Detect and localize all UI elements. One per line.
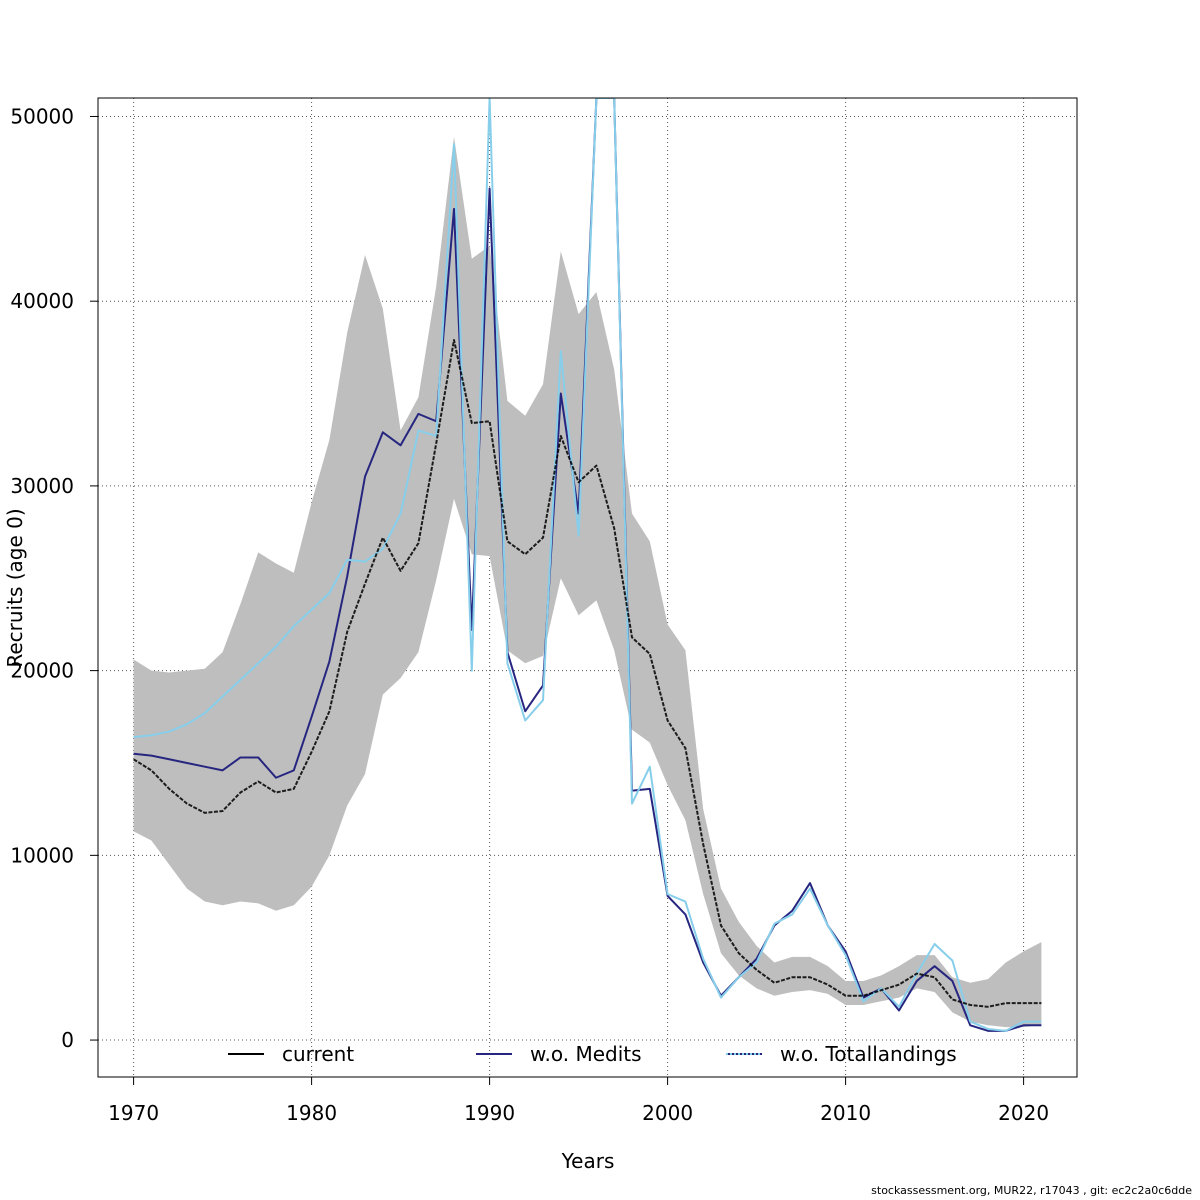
x-tick-label: 2010 bbox=[820, 1101, 871, 1125]
confidence-band bbox=[133, 136, 1042, 1028]
x-tick-label: 1970 bbox=[108, 1101, 159, 1125]
y-tick-label: 10000 bbox=[10, 843, 74, 867]
x-tick-label: 1990 bbox=[464, 1101, 515, 1125]
y-axis: 0 10000 20000 30000 40000 50000 bbox=[10, 104, 98, 1052]
footer-credit: stockassessment.org, MUR22, r17043 , git… bbox=[871, 1184, 1192, 1197]
y-tick-label: 30000 bbox=[10, 474, 74, 498]
legend-label-2: w.o. Totallandings bbox=[780, 1042, 957, 1066]
series-line-0 bbox=[133, 338, 1042, 1008]
x-axis-title: Years bbox=[561, 1149, 615, 1173]
x-axis: 1970 1980 1990 2000 2010 2020 bbox=[108, 1077, 1049, 1125]
plot-frame bbox=[97, 97, 1078, 1078]
legend: current w.o. Medits w.o. Totallandings bbox=[228, 1042, 957, 1066]
series-line-2 bbox=[133, 98, 1042, 1032]
y-tick-label: 40000 bbox=[10, 289, 74, 313]
legend-label-1: w.o. Medits bbox=[530, 1042, 642, 1066]
y-tick-label: 20000 bbox=[10, 659, 74, 683]
legend-label-0: current bbox=[282, 1042, 354, 1066]
y-tick-label: 50000 bbox=[10, 104, 74, 128]
y-axis-title: Recruits (age 0) bbox=[3, 508, 27, 667]
y-tick-label: 0 bbox=[61, 1028, 74, 1052]
x-tick-label: 1980 bbox=[286, 1101, 337, 1125]
x-tick-label: 2000 bbox=[642, 1101, 693, 1125]
x-tick-label: 2020 bbox=[998, 1101, 1049, 1125]
